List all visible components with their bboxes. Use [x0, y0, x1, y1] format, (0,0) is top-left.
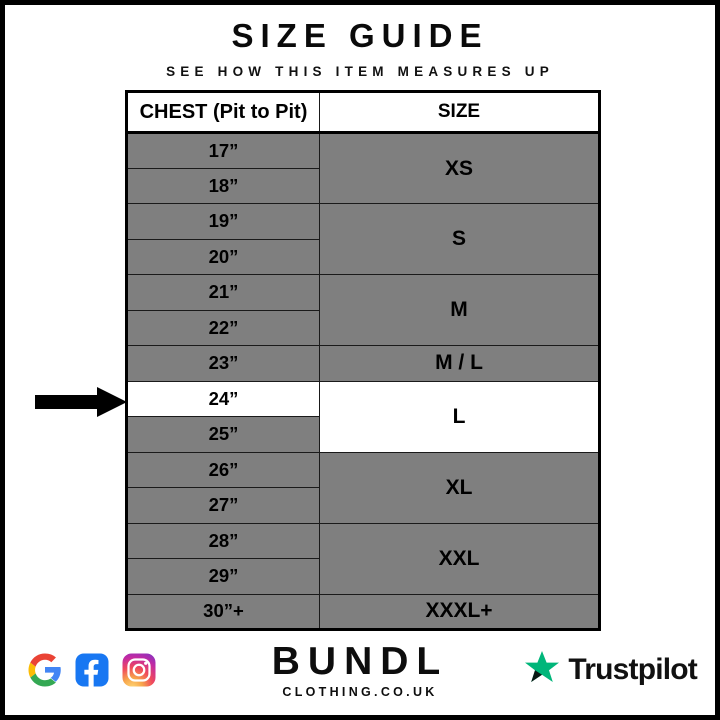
table-row: 23” M / L [126, 345, 600, 382]
table-row: 21” M [126, 274, 600, 346]
header: SIZE GUIDE SEE HOW THIS ITEM MEASURES UP [5, 17, 715, 79]
table-row: 20” [126, 238, 600, 275]
chest-cell[interactable]: 18” [126, 167, 320, 204]
table-header-row: CHEST (Pit to Pit) SIZE [126, 91, 600, 134]
chest-cell[interactable]: 28” [126, 522, 320, 559]
brand-name: BUNDL [271, 639, 449, 683]
size-table-wrapper: CHEST (Pit to Pit) SIZE 17” XS 18” 19” S… [125, 90, 601, 631]
chest-cell[interactable]: 23” [126, 345, 320, 382]
size-cell[interactable]: S [319, 203, 600, 275]
chest-cell[interactable]: 27” [126, 487, 320, 524]
facebook-icon[interactable] [74, 652, 110, 688]
table-row: 26” XL [126, 451, 600, 524]
trustpilot-logo: Trustpilot [523, 649, 698, 692]
brand-logo: BUNDL CLOTHING.CO.UK [5, 642, 715, 699]
brand-domain: CLOTHING.CO.UK [282, 684, 438, 699]
chest-cell[interactable]: 21” [126, 274, 320, 311]
page-title: SIZE GUIDE [231, 17, 489, 54]
size-cell[interactable]: XS [319, 132, 600, 204]
table-body: CHEST (Pit to Pit) SIZE 17” XS 18” 19” S… [126, 91, 600, 630]
chest-cell[interactable]: 29” [126, 558, 320, 595]
trustpilot-star-icon [523, 649, 561, 692]
page-subtitle: SEE HOW THIS ITEM MEASURES UP [166, 63, 554, 79]
table-row: 25” [126, 416, 600, 453]
chest-cell[interactable]: 30”+ [126, 593, 320, 630]
size-cell-selected[interactable]: L [319, 380, 600, 453]
chest-cell[interactable]: 22” [126, 309, 320, 346]
table-row: 18” [126, 167, 600, 204]
column-header-size: SIZE [319, 91, 600, 134]
social-links [27, 652, 157, 688]
size-cell[interactable]: M [319, 274, 600, 346]
google-icon[interactable] [27, 652, 63, 688]
size-cell[interactable]: XL [319, 451, 600, 524]
chest-cell[interactable]: 26” [126, 451, 320, 488]
size-cell[interactable]: XXXL+ [319, 593, 600, 630]
table-row: 17” XS [126, 132, 600, 204]
size-cell[interactable]: XXL [319, 522, 600, 595]
footer: BUNDL CLOTHING.CO.UK Trustpilot [5, 639, 715, 701]
right-arrow-icon [35, 386, 127, 418]
table-row-selected: 24” L [126, 380, 600, 453]
table-row: 30”+ XXXL+ [126, 593, 600, 630]
table-row: 19” S [126, 203, 600, 275]
chest-cell-selected[interactable]: 24” [126, 380, 320, 417]
chest-cell[interactable]: 25” [126, 416, 320, 453]
size-guide-table: CHEST (Pit to Pit) SIZE 17” XS 18” 19” S… [125, 90, 601, 631]
table-row: 29” [126, 558, 600, 595]
chest-cell[interactable]: 20” [126, 238, 320, 275]
chest-cell[interactable]: 17” [126, 132, 320, 169]
trustpilot-wordmark: Trustpilot [568, 653, 697, 686]
table-row: 28” XXL [126, 522, 600, 595]
size-cell[interactable]: M / L [319, 345, 600, 382]
instagram-icon[interactable] [121, 652, 157, 688]
table-row: 27” [126, 487, 600, 524]
chest-cell[interactable]: 19” [126, 203, 320, 240]
column-header-chest: CHEST (Pit to Pit) [126, 91, 320, 134]
